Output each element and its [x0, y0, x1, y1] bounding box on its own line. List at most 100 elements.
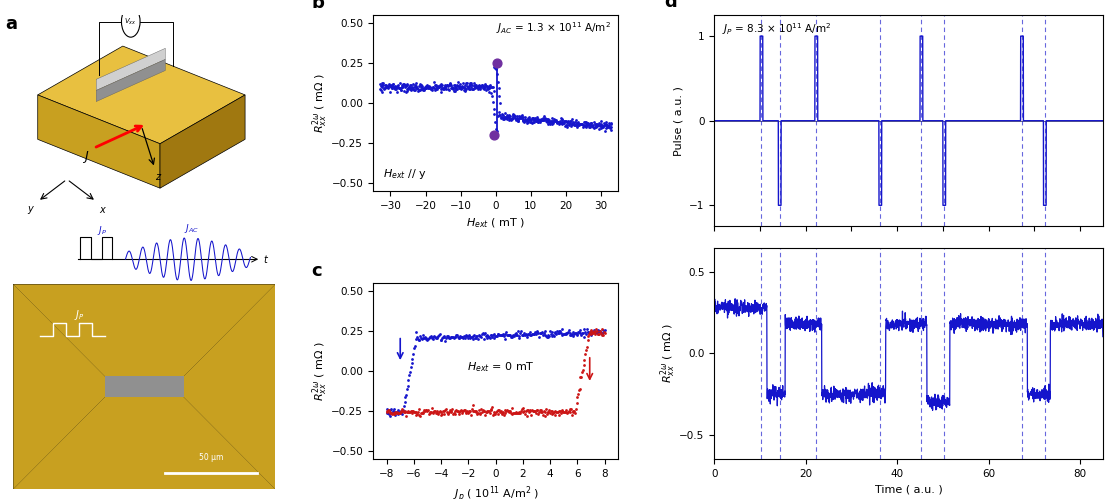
- X-axis label: Time ( a.u. ): Time ( a.u. ): [874, 485, 942, 495]
- Point: [383, 84, 401, 92]
- Point: [494, 115, 511, 123]
- Point: [427, 81, 444, 89]
- Point: [557, 329, 575, 337]
- Point: [452, 407, 470, 415]
- Point: [519, 330, 537, 338]
- Point: [461, 85, 479, 93]
- Point: [427, 82, 444, 90]
- Point: [569, 118, 587, 126]
- Point: [400, 408, 418, 416]
- Point: [509, 116, 527, 124]
- Point: [551, 407, 569, 415]
- Point: [424, 84, 442, 92]
- Point: [388, 408, 405, 416]
- Point: [393, 405, 411, 413]
- Point: [539, 120, 557, 128]
- Point: [534, 115, 551, 123]
- Point: [577, 120, 595, 128]
- Point: [398, 391, 416, 399]
- Point: [570, 120, 588, 128]
- Point: [532, 329, 550, 337]
- Point: [447, 407, 465, 415]
- Point: [411, 80, 429, 88]
- Point: [469, 409, 487, 417]
- Point: [556, 330, 574, 338]
- Point: [553, 116, 570, 124]
- Point: [574, 366, 592, 374]
- Point: [520, 408, 538, 416]
- Point: [584, 328, 602, 336]
- Point: [505, 409, 522, 417]
- Point: [440, 80, 458, 88]
- Point: [448, 85, 466, 93]
- Point: [576, 356, 594, 364]
- Point: [504, 114, 521, 122]
- Text: $J_P$: $J_P$: [97, 224, 107, 237]
- Point: [512, 114, 530, 122]
- Point: [416, 86, 433, 94]
- Point: [479, 82, 497, 90]
- Point: [496, 113, 514, 121]
- Point: [430, 408, 448, 416]
- Point: [456, 406, 473, 414]
- Point: [578, 119, 596, 127]
- Point: [587, 120, 605, 128]
- Point: [529, 118, 547, 126]
- Point: [398, 408, 416, 416]
- Point: [451, 332, 469, 340]
- Point: [371, 84, 389, 92]
- Point: [506, 409, 524, 417]
- Point: [392, 408, 410, 416]
- Point: [565, 118, 583, 126]
- Point: [459, 409, 477, 417]
- Point: [534, 331, 551, 339]
- Point: [433, 81, 451, 89]
- Point: [489, 59, 507, 67]
- Point: [494, 113, 511, 121]
- Point: [414, 331, 432, 339]
- Point: [471, 81, 489, 89]
- Point: [451, 80, 469, 88]
- Point: [499, 407, 517, 415]
- Point: [452, 85, 470, 93]
- Point: [585, 118, 603, 126]
- Point: [424, 409, 442, 417]
- Point: [379, 407, 397, 415]
- Point: [450, 410, 468, 418]
- Point: [468, 410, 486, 418]
- Point: [431, 407, 449, 415]
- Point: [497, 409, 515, 417]
- Point: [545, 408, 563, 416]
- Point: [518, 331, 536, 339]
- Point: [440, 334, 458, 342]
- Polygon shape: [96, 59, 165, 102]
- Point: [510, 332, 528, 340]
- Point: [561, 119, 579, 127]
- Point: [549, 329, 567, 337]
- Point: [481, 409, 499, 417]
- Point: [491, 407, 509, 415]
- Point: [466, 408, 483, 416]
- Point: [431, 80, 449, 88]
- Point: [448, 331, 466, 339]
- Point: [560, 120, 578, 128]
- Point: [587, 122, 605, 130]
- Point: [496, 406, 514, 414]
- Point: [595, 328, 613, 336]
- Point: [387, 411, 404, 419]
- Point: [531, 329, 549, 337]
- Point: [444, 410, 462, 418]
- Point: [399, 84, 417, 92]
- Point: [421, 333, 439, 341]
- Point: [433, 410, 451, 418]
- Point: [528, 328, 546, 336]
- Point: [434, 84, 452, 92]
- Point: [403, 409, 421, 417]
- Point: [554, 325, 571, 333]
- Point: [549, 411, 567, 419]
- Point: [551, 119, 569, 127]
- Point: [491, 408, 509, 416]
- Point: [471, 85, 489, 93]
- Point: [564, 332, 582, 340]
- Point: [577, 346, 595, 354]
